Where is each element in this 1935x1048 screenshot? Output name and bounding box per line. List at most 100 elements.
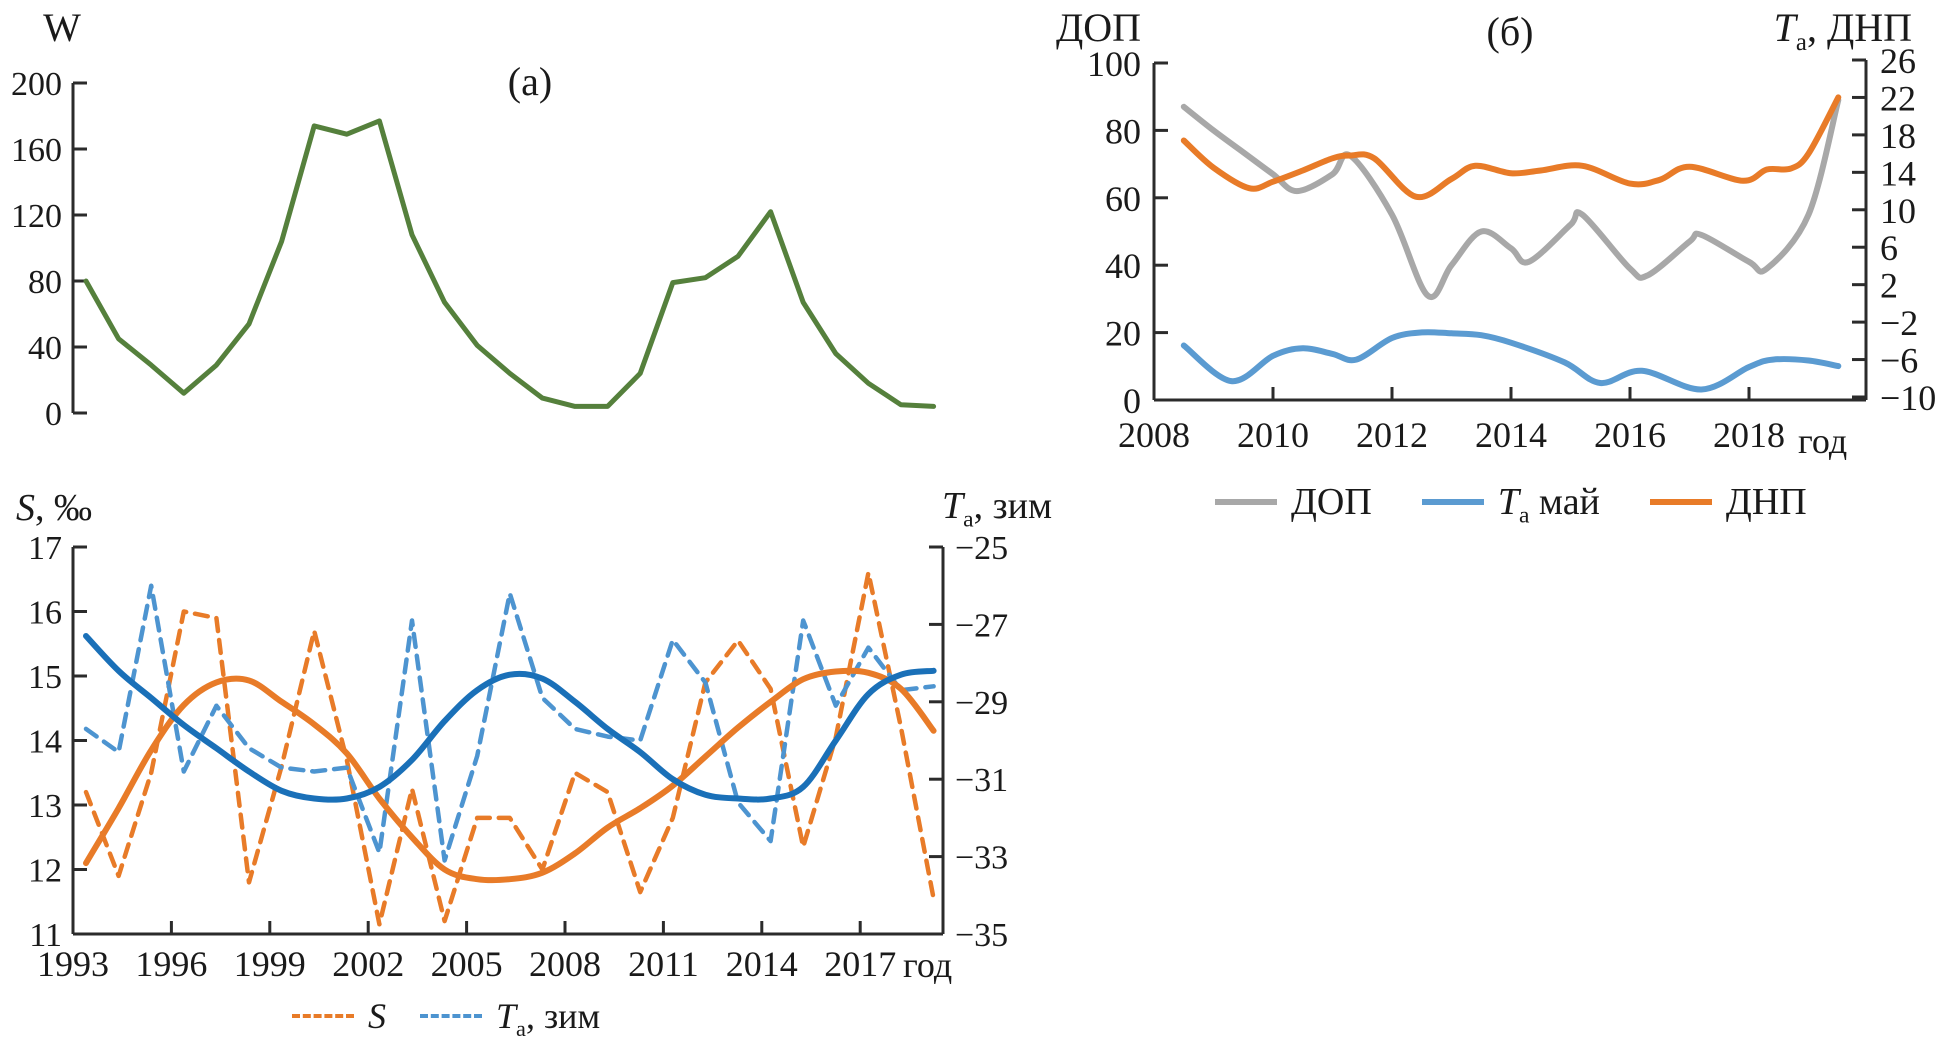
chart-s-left-tick-label: 11 bbox=[29, 917, 62, 954]
chart-b-x-axis-title: год bbox=[1798, 421, 1848, 461]
chart-b-x-tick-label: 2012 bbox=[1356, 415, 1428, 455]
chart-s-x-tick-label: 2011 bbox=[628, 944, 699, 984]
s-title-units: , ‰ bbox=[35, 487, 92, 529]
s-dashed-swatch bbox=[292, 1014, 354, 1018]
chart-b-left-tick-label: 60 bbox=[1105, 179, 1141, 219]
chart-s-left-tick-label: 14 bbox=[28, 724, 62, 761]
chart-s-x-tick-label: 2005 bbox=[431, 944, 503, 984]
legend-label-s: S bbox=[368, 996, 386, 1036]
chart-s-x-tick-label: 2008 bbox=[529, 944, 601, 984]
ta-dnp-title-subscript: a bbox=[1795, 29, 1807, 56]
chart-b-x-tick-label: 2010 bbox=[1237, 415, 1309, 455]
chart-s-legend: S Ta, зим bbox=[292, 995, 601, 1040]
chart-b-right-tick-label: −2 bbox=[1880, 303, 1918, 343]
legend-label-dop: ДОП bbox=[1291, 481, 1372, 523]
legend-item-dop: ДОП bbox=[1215, 480, 1372, 524]
chart-b-left-tick-label: 100 bbox=[1087, 44, 1141, 84]
Ta-zim-trend-series bbox=[83, 633, 937, 803]
ta-zim-title-symbol: T bbox=[942, 485, 964, 527]
legend-ta-may-symbol: T bbox=[1497, 481, 1519, 523]
legend-item-dnp: ДНП bbox=[1649, 480, 1807, 524]
chart-b-right-tick-label: 14 bbox=[1880, 153, 1916, 193]
chart-b-x-tick-label: 2016 bbox=[1594, 415, 1666, 455]
chart-b-legend: ДОП Ta май ДНП bbox=[1215, 480, 1807, 527]
ta-dnp-title-symbol: T bbox=[1773, 5, 1796, 50]
chart-s-x-tick-label: 1996 bbox=[135, 944, 207, 984]
chart-b-right-tick-label: 2 bbox=[1880, 266, 1898, 306]
chart-b-left-tick-label: 40 bbox=[1105, 246, 1141, 286]
legend-label-dnp: ДНП bbox=[1725, 481, 1807, 523]
chart-b-left-axis-title: ДОП bbox=[1056, 5, 1142, 50]
ta-zim-dashed-swatch bbox=[420, 1014, 482, 1018]
chart-b-right-tick-label: 26 bbox=[1880, 41, 1916, 81]
dnp-swatch bbox=[1649, 499, 1712, 505]
chart-s-right-tick-label: −35 bbox=[955, 917, 1008, 954]
W-series bbox=[83, 118, 937, 409]
chart-a-y-tick-label: 80 bbox=[28, 264, 62, 301]
legend-item-ta-may: Ta май bbox=[1421, 480, 1600, 527]
chart-s-right-axis-title: Ta, зим bbox=[856, 484, 1052, 531]
chart-b-right-tick-label: 22 bbox=[1880, 78, 1916, 118]
chart-b-left-tick-label: 20 bbox=[1105, 314, 1141, 354]
ta-dnp-title-rest: , ДНП bbox=[1806, 5, 1912, 50]
chart-b-right-tick-label: 18 bbox=[1880, 116, 1916, 156]
chart-s-panel: 17 16 15 14 13 12 11 −25 −27 −29 −31 −33 −35 1993 1996… bbox=[28, 530, 1008, 984]
chart-a-panel: 200 160 120 80 40 0 bbox=[11, 66, 937, 433]
chart-b-panel-label: (б) bbox=[1486, 9, 1534, 54]
chart-s-x-axis-title: год bbox=[903, 945, 953, 985]
s-title-symbol: S bbox=[16, 487, 35, 529]
legend-item-ta-zim: Ta, зим bbox=[420, 995, 601, 1040]
chart-b-right-tick-label: 6 bbox=[1880, 228, 1898, 268]
chart-a-y-tick-label: 120 bbox=[11, 198, 62, 235]
chart-s-right-tick-label: −33 bbox=[955, 840, 1008, 877]
legend-ta-zim-symbol: T bbox=[496, 996, 517, 1036]
chart-s-left-tick-label: 12 bbox=[28, 853, 62, 890]
chart-s-right-tick-label: −31 bbox=[955, 762, 1008, 799]
legend-ta-may-subscript: a bbox=[1518, 502, 1530, 529]
chart-a-y-tick-label: 0 bbox=[45, 396, 62, 433]
chart-s-x-tick-label: 1999 bbox=[234, 944, 306, 984]
Ta-zim-dashed-series bbox=[83, 583, 936, 863]
legend-ta-zim-rest: , зим bbox=[525, 996, 601, 1036]
chart-s-left-axis-title: S, ‰ bbox=[16, 486, 92, 530]
chart-s-left-tick-label: 15 bbox=[28, 659, 62, 696]
chart-b-left-tick-label: 0 bbox=[1123, 381, 1141, 421]
ta-zim-title-rest: , зим bbox=[973, 485, 1052, 527]
chart-s-right-tick-label: −25 bbox=[955, 530, 1008, 567]
chart-s-left-tick-label: 17 bbox=[28, 530, 62, 567]
dop-swatch bbox=[1215, 499, 1277, 505]
legend-label-ta-may: Ta май bbox=[1497, 480, 1600, 527]
legend-ta-zim-subscript: a bbox=[516, 1016, 526, 1042]
chart-b-x-tick-label: 2008 bbox=[1118, 415, 1190, 455]
Ta-may-series bbox=[1180, 329, 1842, 393]
chart-s-x-tick-label: 2014 bbox=[726, 944, 798, 984]
legend-ta-may-rest: май bbox=[1529, 481, 1600, 523]
chart-s-right-tick-label: −27 bbox=[955, 607, 1008, 644]
chart-a-y-tick-label: 200 bbox=[11, 66, 62, 103]
chart-b-left-tick-label: 80 bbox=[1105, 111, 1141, 151]
chart-s-x-tick-label: 1993 bbox=[37, 944, 109, 984]
DNP-series bbox=[1180, 94, 1842, 201]
chart-s-left-tick-label: 13 bbox=[28, 788, 62, 825]
legend-label-ta-zim: Ta, зим bbox=[496, 995, 601, 1040]
chart-s-right-tick-label: −29 bbox=[955, 685, 1008, 722]
chart-a-y-tick-label: 40 bbox=[28, 330, 62, 367]
chart-a-panel-label: (а) bbox=[507, 59, 553, 104]
chart-b-right-tick-label: 10 bbox=[1880, 191, 1916, 231]
ta-may-swatch bbox=[1421, 499, 1484, 505]
chart-b-x-tick-label: 2014 bbox=[1475, 415, 1547, 455]
ta-zim-title-subscript: a bbox=[963, 506, 974, 533]
chart-s-x-tick-label: 2002 bbox=[332, 944, 404, 984]
chart-a-y-axis-title: W bbox=[43, 5, 81, 50]
chart-s-x-tick-label: 2017 bbox=[824, 944, 896, 984]
chart-b-right-tick-label: −10 bbox=[1880, 378, 1935, 418]
chart-b-right-tick-label: −6 bbox=[1880, 341, 1918, 381]
DOP-series bbox=[1180, 97, 1842, 301]
S-trend-series bbox=[83, 667, 937, 884]
chart-s-left-tick-label: 16 bbox=[28, 595, 62, 632]
chart-a-y-tick-label: 160 bbox=[11, 132, 62, 169]
legend-item-s: S bbox=[292, 995, 386, 1037]
